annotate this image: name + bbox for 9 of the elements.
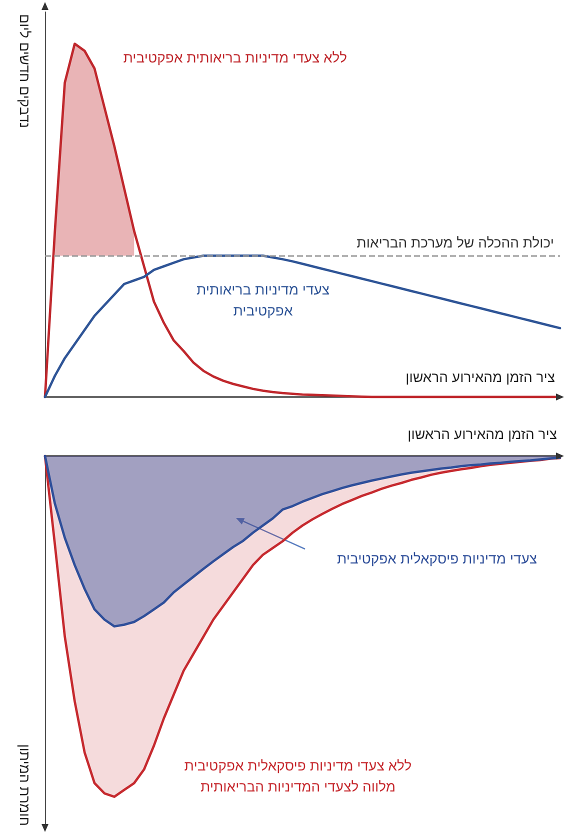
x-axis-title: ציר הזמן מהאירוע הראשון (408, 426, 558, 442)
ref-line-label: יכולת ההכלה של מערכת הבריאות (356, 234, 554, 251)
x-axis-title: ציר הזמן מהאירוע הראשון (406, 369, 556, 385)
series-label: צעדי מדיניות בריאותית אפקטיבית (196, 282, 330, 318)
y-axis-title: נדבקים חדשים ליום (17, 14, 33, 128)
y-axis-title: חומרת המיתון (17, 744, 33, 826)
text: ללא צעדי מדיניות פיסקאלית אפקטיבית מלווה לצעדי המדיניות הבריאותית (184, 758, 412, 794)
text: צעדי מדיניות פיסקאלית אפקטיבית (336, 550, 538, 566)
text: ללא צעדי מדיניות בריאותית אפקטיבית (123, 50, 347, 66)
